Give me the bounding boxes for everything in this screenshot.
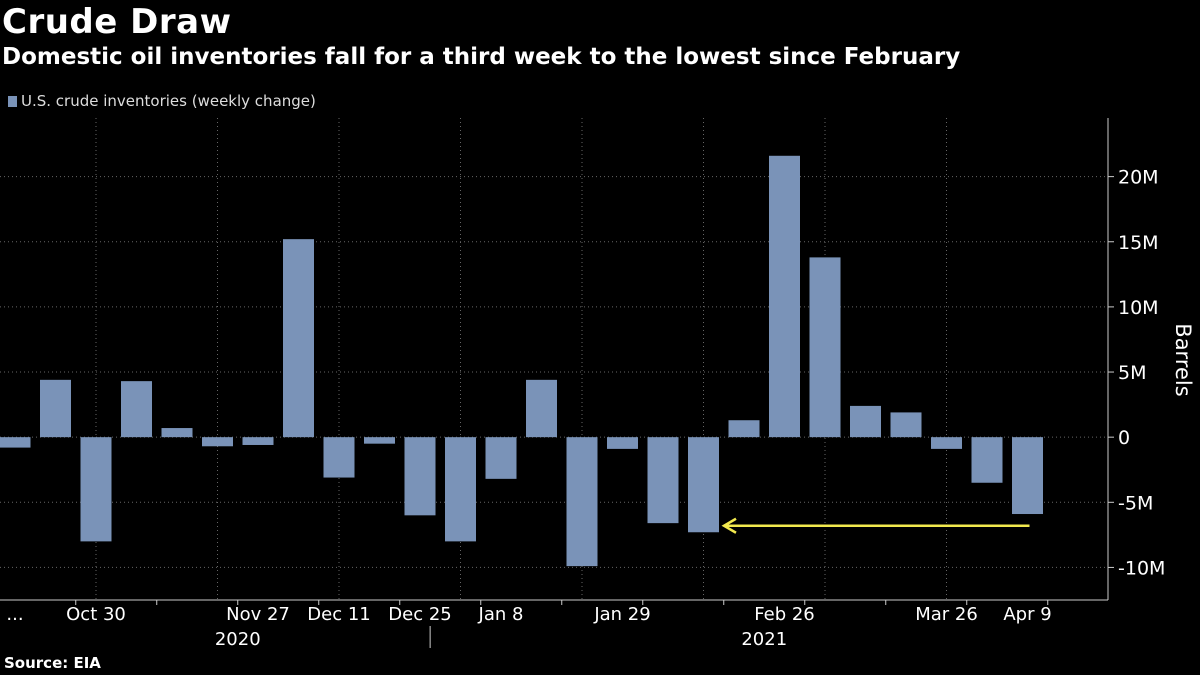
bar xyxy=(80,437,112,542)
bar xyxy=(809,257,841,438)
y-tick-label: 5M xyxy=(1118,362,1146,384)
x-tick-label: Dec 25 xyxy=(388,604,451,625)
bar xyxy=(404,437,436,516)
bar xyxy=(647,437,679,524)
bar xyxy=(890,412,922,438)
bar xyxy=(202,437,233,447)
x-tick-label: Mar 26 xyxy=(915,604,978,625)
bar xyxy=(283,239,314,438)
legend: U.S. crude inventories (weekly change) xyxy=(8,92,316,110)
x-year-label: 2021 xyxy=(741,629,787,650)
bar xyxy=(688,437,719,533)
bar xyxy=(728,420,760,438)
bar xyxy=(1012,437,1043,515)
x-tick-label: Nov 27 xyxy=(226,604,290,625)
x-tick-label: Dec 11 xyxy=(307,604,370,625)
x-tick-label: ... xyxy=(6,604,23,625)
y-tick-label: 20M xyxy=(1118,167,1159,189)
x-tick-label: Apr 9 xyxy=(1003,604,1051,625)
y-tick-label: 15M xyxy=(1118,232,1159,254)
annotation-arrow-head xyxy=(721,517,737,534)
chart-subtitle: Domestic oil inventories fall for a thir… xyxy=(2,44,961,70)
x-tick-label: Jan 29 xyxy=(593,604,650,625)
y-tick-label: 10M xyxy=(1118,297,1159,319)
x-tick-label: Feb 26 xyxy=(754,604,815,625)
bar xyxy=(0,437,31,448)
y-axis-label: Barrels xyxy=(1171,323,1195,396)
source-note: Source: EIA xyxy=(4,654,101,672)
bar xyxy=(40,379,71,438)
bar xyxy=(971,437,1003,483)
bar xyxy=(121,381,152,438)
bar xyxy=(323,437,355,478)
bar xyxy=(566,437,598,567)
bar xyxy=(850,405,881,438)
legend-label: U.S. crude inventories (weekly change) xyxy=(21,92,316,110)
x-tick-label: Oct 30 xyxy=(66,604,126,625)
bar xyxy=(526,379,557,438)
y-tick-label: -5M xyxy=(1118,492,1153,514)
bar xyxy=(161,428,193,438)
bar xyxy=(445,437,476,542)
bar xyxy=(931,437,962,449)
bar xyxy=(242,437,274,445)
bar xyxy=(485,437,517,479)
x-tick-label: Jan 8 xyxy=(478,604,524,625)
bar xyxy=(769,155,800,438)
bar xyxy=(364,437,395,444)
x-year-label: 2020 xyxy=(215,629,261,650)
y-tick-label: -10M xyxy=(1118,557,1165,579)
y-tick-label: 0 xyxy=(1118,427,1130,449)
bar xyxy=(607,437,638,449)
legend-swatch xyxy=(8,95,17,107)
chart-title: Crude Draw xyxy=(2,2,232,42)
